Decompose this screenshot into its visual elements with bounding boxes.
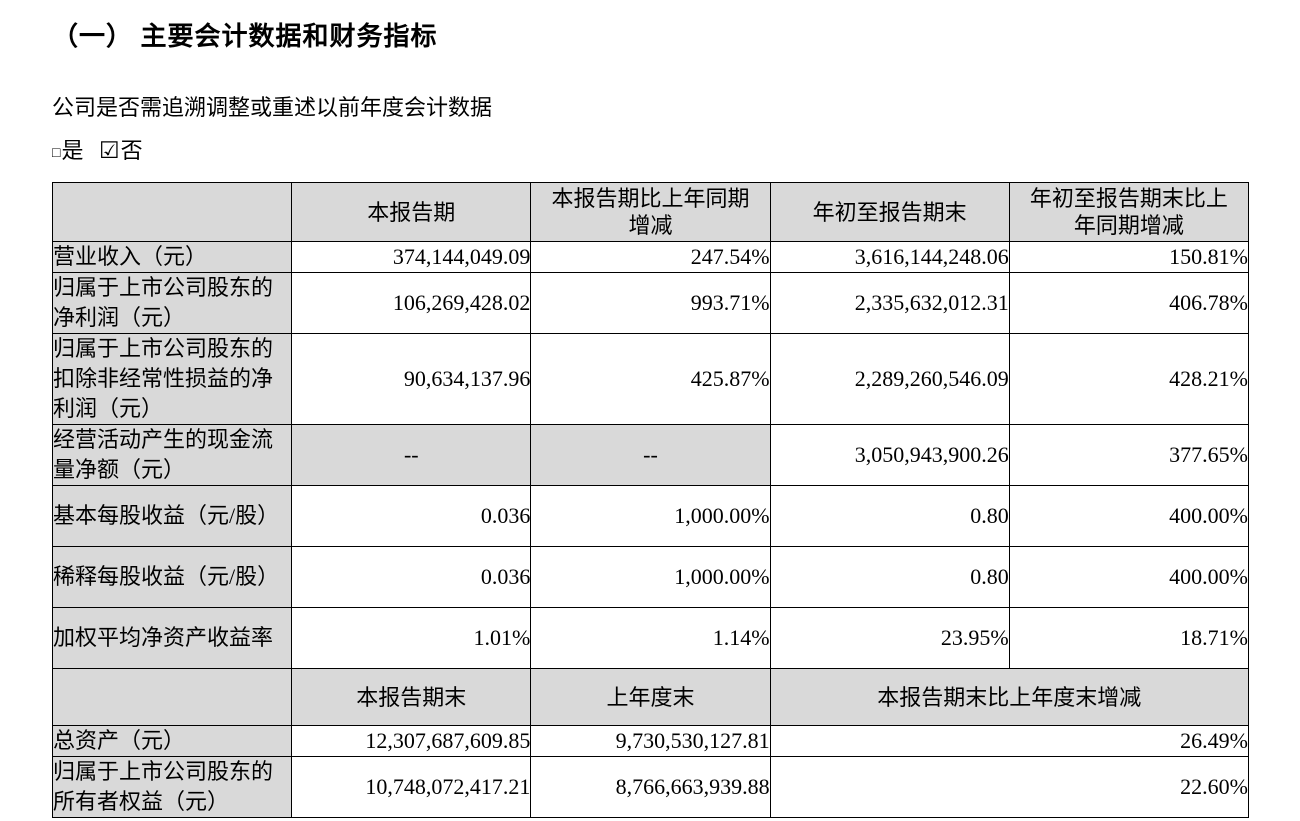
metric-label: 基本每股收益（元/股） <box>51 485 293 547</box>
metric-value: 26.49% <box>769 725 1249 757</box>
metric-value: 0.80 <box>769 546 1010 608</box>
header-period-end-change: 本报告期末比上年度末增减 <box>769 668 1249 726</box>
metric-value: 2,335,632,012.31 <box>769 272 1010 334</box>
restatement-answer-row: □是 ☑否 <box>52 138 1248 167</box>
header-ytd-yoy-change: 年初至报告期末比上年同期增减 <box>1008 182 1249 242</box>
metric-value-na: -- <box>530 424 771 486</box>
metric-value: 377.65% <box>1008 424 1249 486</box>
header-current-period: 本报告期 <box>291 182 532 242</box>
metric-label: 加权平均净资产收益率 <box>51 607 293 669</box>
metric-value: 3,050,943,900.26 <box>769 424 1010 486</box>
metric-value: 0.036 <box>291 546 532 608</box>
table-row-net-profit: 归属于上市公司股东的净利润（元） 106,269,428.02 993.71% … <box>51 272 1249 334</box>
metric-value: 428.21% <box>1008 333 1249 425</box>
metric-value: 90,634,137.96 <box>291 333 532 425</box>
table-row-basic-eps: 基本每股收益（元/股） 0.036 1,000.00% 0.80 400.00% <box>51 485 1249 547</box>
metric-value: 10,748,072,417.21 <box>291 756 532 818</box>
header-current-period-end: 本报告期末 <box>291 668 532 726</box>
metric-label: 总资产（元） <box>51 725 293 757</box>
table-row-revenue: 营业收入（元） 374,144,049.09 247.54% 3,616,144… <box>51 241 1249 273</box>
metric-value: 106,269,428.02 <box>291 272 532 334</box>
metric-value: 9,730,530,127.81 <box>530 725 771 757</box>
table-row-operating-cash-flow: 经营活动产生的现金流量净额（元） -- -- 3,050,943,900.26 … <box>51 424 1249 486</box>
table-header-row-period: 本报告期 本报告期比上年同期增减 年初至报告期末 年初至报告期末比上年同期增减 <box>51 182 1249 242</box>
metric-value: 374,144,049.09 <box>291 241 532 273</box>
metric-value: 425.87% <box>530 333 771 425</box>
metric-value: 0.80 <box>769 485 1010 547</box>
table-row-net-profit-excl-nonrecurring: 归属于上市公司股东的扣除非经常性损益的净利润（元） 90,634,137.96 … <box>51 333 1249 425</box>
metric-value-na: -- <box>291 424 532 486</box>
header-empty-cell <box>51 182 293 242</box>
key-financial-indicators-table: 本报告期 本报告期比上年同期增减 年初至报告期末 年初至报告期末比上年同期增减 … <box>51 182 1249 818</box>
metric-value: 400.00% <box>1008 485 1249 547</box>
metric-label: 归属于上市公司股东的所有者权益（元） <box>51 756 293 818</box>
header-empty-cell <box>51 668 293 726</box>
option-no: ☑否 <box>99 138 143 163</box>
metric-value: 400.00% <box>1008 546 1249 608</box>
metric-label: 归属于上市公司股东的扣除非经常性损益的净利润（元） <box>51 333 293 425</box>
header-prior-year-end: 上年度末 <box>530 668 771 726</box>
metric-label: 稀释每股收益（元/股） <box>51 546 293 608</box>
checkbox-unchecked-icon: □ <box>52 146 61 161</box>
metric-value: 150.81% <box>1008 241 1249 273</box>
metric-label: 营业收入（元） <box>51 241 293 273</box>
metric-value: 1,000.00% <box>530 485 771 547</box>
restatement-question: 公司是否需追溯调整或重述以前年度会计数据 <box>52 95 493 120</box>
metric-value: 247.54% <box>530 241 771 273</box>
table-row-total-assets: 总资产（元） 12,307,687,609.85 9,730,530,127.8… <box>51 725 1249 757</box>
option-no-label: 否 <box>120 138 143 163</box>
metric-value: 406.78% <box>1008 272 1249 334</box>
metric-value: 3,616,144,248.06 <box>769 241 1010 273</box>
table-row-diluted-eps: 稀释每股收益（元/股） 0.036 1,000.00% 0.80 400.00% <box>51 546 1249 608</box>
metric-value: 993.71% <box>530 272 771 334</box>
metric-label: 归属于上市公司股东的净利润（元） <box>51 272 293 334</box>
metric-label: 经营活动产生的现金流量净额（元） <box>51 424 293 486</box>
section-title: （一） 主要会计数据和财务指标 <box>52 22 438 51</box>
option-yes: □是 <box>52 138 83 163</box>
metric-value: 12,307,687,609.85 <box>291 725 532 757</box>
metric-value: 1,000.00% <box>530 546 771 608</box>
metric-value: 8,766,663,939.88 <box>530 756 771 818</box>
header-year-to-date: 年初至报告期末 <box>769 182 1010 242</box>
header-period-yoy-change: 本报告期比上年同期增减 <box>530 182 771 242</box>
metric-value: 1.14% <box>530 607 771 669</box>
metric-value: 23.95% <box>769 607 1010 669</box>
table-header-row-period-end: 本报告期末 上年度末 本报告期末比上年度末增减 <box>51 668 1249 726</box>
metric-value: 2,289,260,546.09 <box>769 333 1010 425</box>
table-row-owners-equity: 归属于上市公司股东的所有者权益（元） 10,748,072,417.21 8,7… <box>51 756 1249 818</box>
checkbox-checked-icon: ☑ <box>98 138 120 163</box>
metric-value: 22.60% <box>769 756 1249 818</box>
metric-value: 1.01% <box>291 607 532 669</box>
metric-value: 0.036 <box>291 485 532 547</box>
metric-value: 18.71% <box>1008 607 1249 669</box>
table-row-weighted-avg-roe: 加权平均净资产收益率 1.01% 1.14% 23.95% 18.71% <box>51 607 1249 669</box>
option-yes-label: 是 <box>61 138 84 163</box>
